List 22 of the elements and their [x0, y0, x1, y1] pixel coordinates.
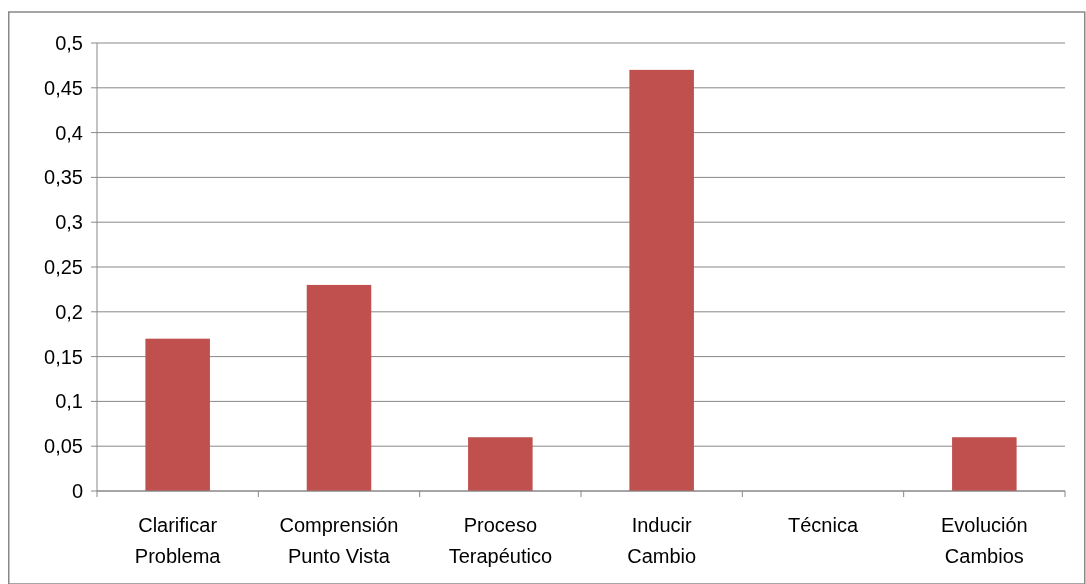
bar — [952, 437, 1017, 491]
y-tick-label: 0,1 — [55, 390, 83, 413]
x-tick-label: Clarificar Problema — [134, 514, 222, 567]
x-tick-label: Comprensión Punto Vista — [279, 514, 399, 567]
y-tick-label: 0 — [71, 480, 83, 502]
x-tick-label: Evolución Cambios — [940, 514, 1028, 567]
y-tick-label: 0,45 — [44, 76, 83, 99]
y-tick-label: 0,15 — [44, 345, 83, 368]
x-tick-label: Proceso Terapéutico — [448, 514, 553, 567]
x-tick-label: Inducir Cambio — [627, 514, 697, 567]
x-tick-label: Técnica — [787, 514, 859, 536]
y-tick-label: 0,05 — [44, 435, 83, 458]
y-tick-label: 0,25 — [44, 256, 83, 278]
bar — [468, 437, 533, 491]
y-tick-label: 0,2 — [55, 300, 83, 323]
bar — [306, 284, 372, 491]
y-tick-label: 0,5 — [55, 32, 83, 54]
y-tick-label: 0,4 — [55, 121, 83, 144]
y-tick-label: 0,3 — [55, 211, 83, 234]
bar — [145, 338, 210, 491]
bar — [629, 69, 694, 491]
y-tick-label: 0,35 — [44, 166, 83, 189]
